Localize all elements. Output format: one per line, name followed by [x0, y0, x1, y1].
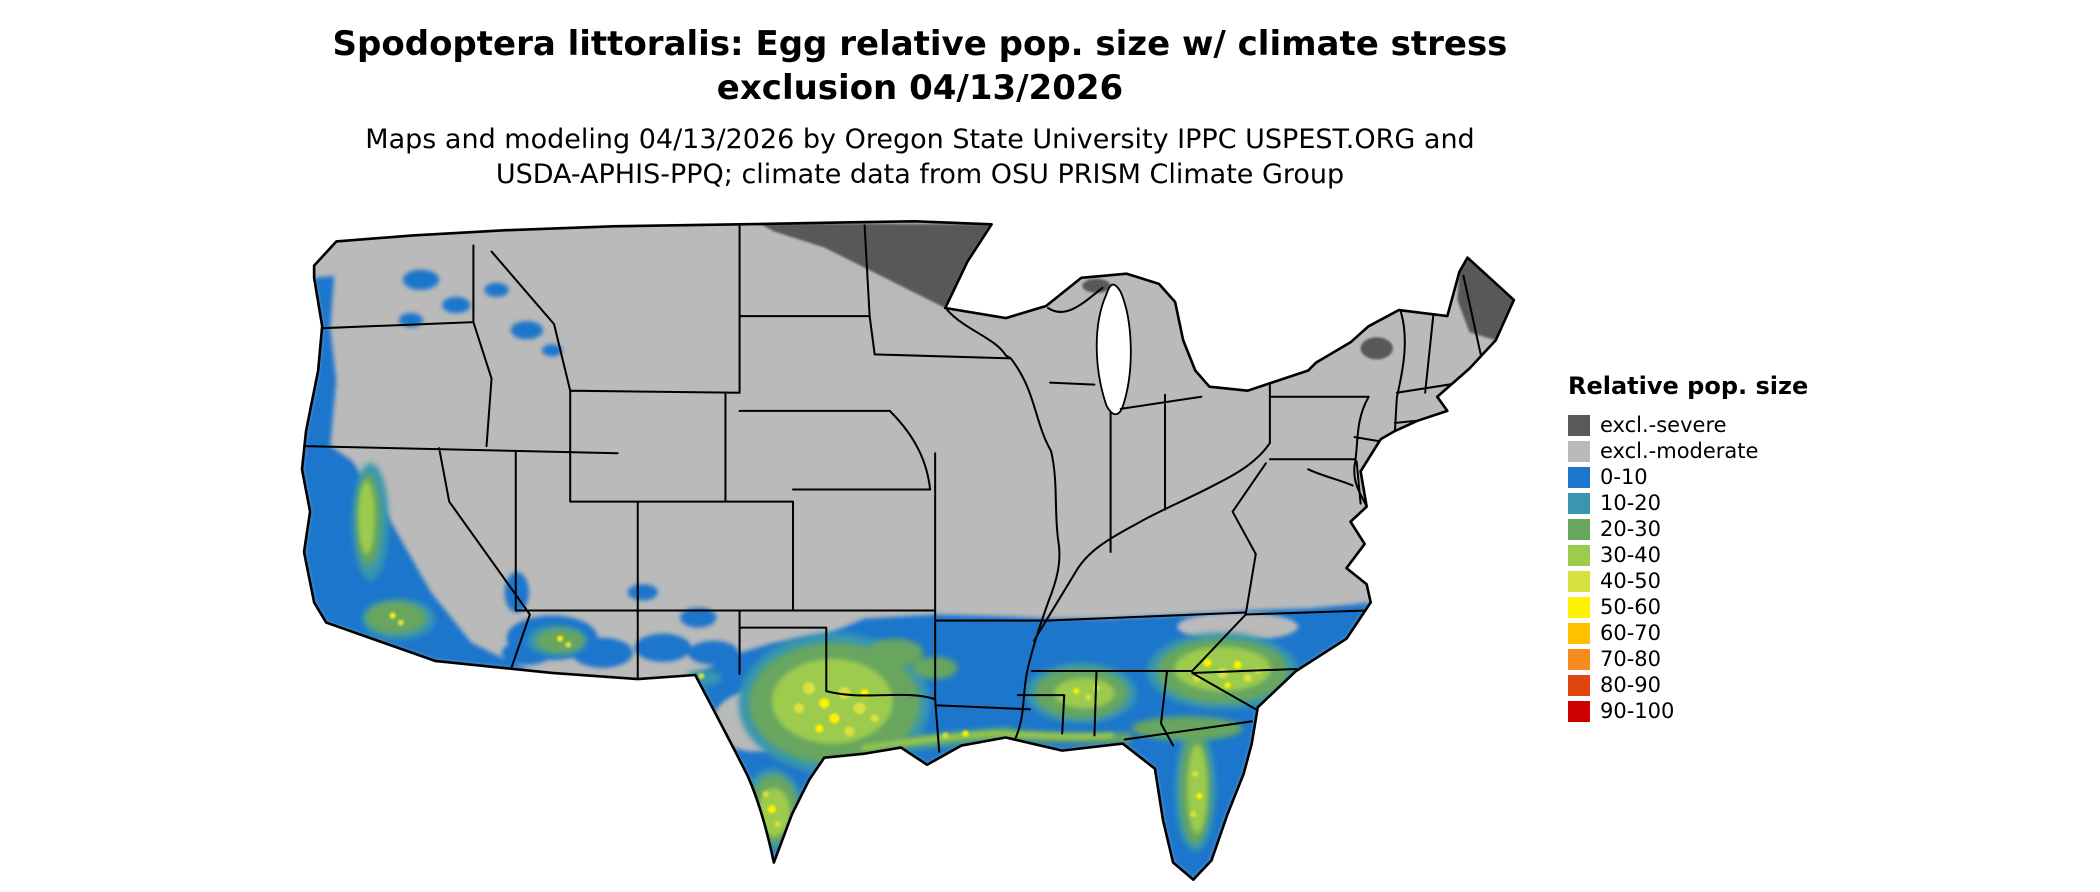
legend-swatch-30-40: [1568, 544, 1590, 566]
page-subtitle: Maps and modeling 04/13/2026 by Oregon S…: [0, 122, 1840, 192]
legend-row: 40-50: [1568, 568, 1808, 594]
subtitle-line-1: Maps and modeling 04/13/2026 by Oregon S…: [365, 124, 1475, 155]
subtitle-line-2: USDA-APHIS-PPQ; climate data from OSU PR…: [495, 159, 1345, 190]
legend-label: 70-80: [1600, 647, 1662, 671]
legend-label: 0-10: [1600, 465, 1648, 489]
legend-label: excl.-moderate: [1600, 439, 1759, 463]
legend-label: 80-90: [1600, 673, 1662, 697]
page-title: Spodoptera littoralis: Egg relative pop.…: [0, 22, 1840, 110]
legend-label: excl.-severe: [1600, 413, 1727, 437]
conus-outline: [300, 220, 1516, 881]
legend-swatch-50-60: [1568, 596, 1590, 618]
state-borders: [303, 224, 1483, 753]
legend-swatch-40-50: [1568, 570, 1590, 592]
legend-swatch-70-80: [1568, 648, 1590, 670]
legend-row: 30-40: [1568, 542, 1808, 568]
legend-label: 90-100: [1600, 699, 1675, 723]
legend-swatch-20-30: [1568, 518, 1590, 540]
legend-row: 90-100: [1568, 698, 1808, 724]
legend-swatch-80-90: [1568, 674, 1590, 696]
legend-row: 50-60: [1568, 594, 1808, 620]
title-line-1: Spodoptera littoralis: Egg relative pop.…: [332, 24, 1508, 64]
legend-row: 80-90: [1568, 672, 1808, 698]
legend-label: 10-20: [1600, 491, 1662, 515]
legend-list: excl.-severe excl.-moderate 0-10 10-20 2…: [1568, 412, 1808, 724]
legend-row: 20-30: [1568, 516, 1808, 542]
legend-label: 20-30: [1600, 517, 1662, 541]
legend-row: 60-70: [1568, 620, 1808, 646]
legend-label: 50-60: [1600, 595, 1662, 619]
title-line-2: exclusion 04/13/2026: [716, 68, 1124, 108]
legend-row: 0-10: [1568, 464, 1808, 490]
legend-row: 10-20: [1568, 490, 1808, 516]
legend-swatch-excl-moderate: [1568, 440, 1590, 462]
legend-swatch-0-10: [1568, 466, 1590, 488]
legend-row: excl.-severe: [1568, 412, 1808, 438]
legend-row: 70-80: [1568, 646, 1808, 672]
legend-swatch-excl-severe: [1568, 414, 1590, 436]
legend-swatch-60-70: [1568, 622, 1590, 644]
conus-map: [300, 218, 1530, 886]
legend-label: 40-50: [1600, 569, 1662, 593]
legend-title: Relative pop. size: [1568, 372, 1809, 400]
legend-swatch-90-100: [1568, 700, 1590, 722]
us-map-svg: [300, 220, 1516, 881]
region-pop-40-60-speckles: [389, 612, 1261, 828]
legend-label: 30-40: [1600, 543, 1662, 567]
legend: Relative pop. size excl.-severe excl.-mo…: [1568, 372, 1808, 724]
lake-michigan: [1095, 283, 1132, 416]
legend-swatch-10-20: [1568, 492, 1590, 514]
legend-row: excl.-moderate: [1568, 438, 1808, 464]
legend-label: 60-70: [1600, 621, 1662, 645]
